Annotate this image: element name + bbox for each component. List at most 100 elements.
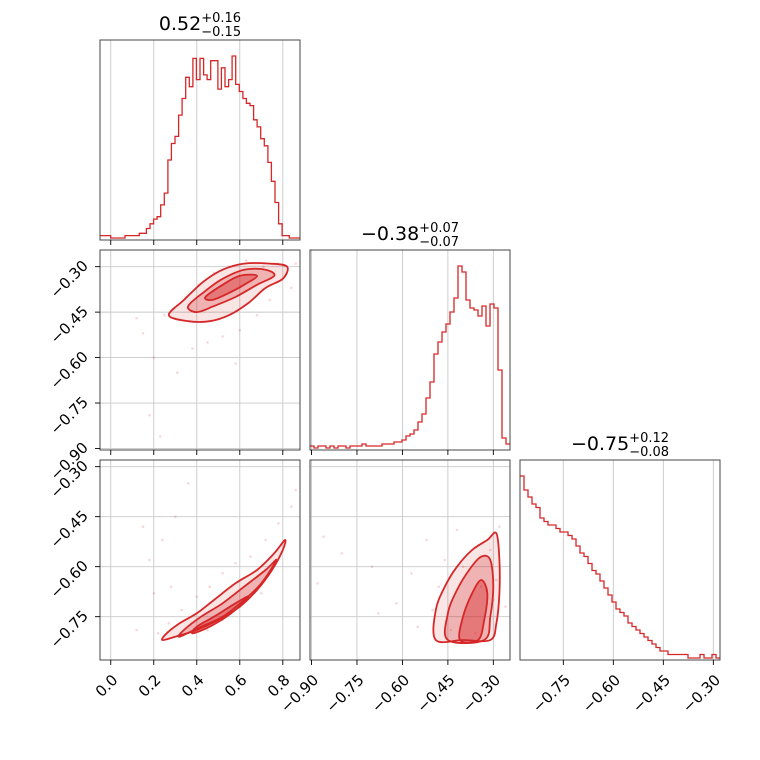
density-contour-2	[177, 558, 278, 638]
histogram-bar	[474, 310, 478, 450]
histogram-bar	[246, 103, 250, 240]
x-tick-label: −0.60	[579, 671, 624, 716]
sample-point	[141, 332, 145, 335]
x-tick-label: 0.4	[178, 671, 208, 701]
sample-point	[208, 585, 211, 588]
x-tick-label: −0.45	[629, 671, 674, 716]
sample-point	[461, 565, 465, 568]
histogram-bar	[676, 655, 680, 661]
sample-point	[206, 341, 209, 344]
title-median: −0.38	[361, 223, 419, 245]
sample-point	[148, 413, 151, 417]
sample-point	[410, 572, 413, 575]
x-tick-label: −0.75	[322, 671, 367, 716]
histogram-bar	[608, 595, 612, 660]
histogram-bar	[390, 444, 394, 450]
x-tick-label: −0.75	[529, 671, 574, 716]
histogram-bar	[243, 99, 247, 240]
panel-title-0: 0.52+0.16 −0.15	[159, 11, 241, 40]
histogram-bar	[680, 655, 684, 661]
histogram-panel-2: −0.75 −0.60 −0.45 −0.30	[519, 459, 724, 716]
histogram-bars	[520, 475, 720, 661]
sample-point	[255, 313, 259, 317]
sample-point	[152, 592, 156, 595]
x-tick-label: 0.0	[92, 671, 122, 701]
histogram-panel-0	[99, 39, 301, 245]
histogram-bar	[438, 342, 442, 450]
histogram-bar	[157, 217, 161, 240]
sample-point	[322, 535, 325, 538]
histogram-bar	[136, 236, 140, 240]
title-lower-error: −0.15	[201, 25, 241, 40]
sample-point	[238, 329, 242, 332]
sample-point	[443, 558, 447, 562]
sample-point	[264, 538, 267, 542]
histogram-bar	[143, 233, 147, 240]
sample-point	[316, 582, 319, 585]
sample-point	[294, 488, 298, 492]
histogram-bar	[544, 522, 548, 661]
histogram-bar	[254, 120, 258, 240]
histogram-bar	[528, 497, 532, 660]
sample-point	[158, 435, 162, 438]
gridlines	[562, 460, 714, 660]
histogram-bars	[100, 55, 300, 240]
sample-point	[495, 578, 498, 582]
sample-point	[221, 572, 224, 575]
x-tick-label: 0.2	[135, 671, 165, 701]
sample-point	[262, 265, 265, 269]
sample-point	[167, 622, 171, 625]
sample-point	[180, 608, 183, 612]
y-tick-label: −0.60	[47, 557, 92, 602]
histogram-bar	[672, 655, 676, 661]
sample-point	[504, 605, 507, 608]
sample-point	[206, 628, 209, 632]
histogram-bar	[186, 77, 190, 240]
histogram-bar	[628, 623, 632, 660]
histogram-bar	[548, 525, 552, 660]
histogram-panel-1	[309, 249, 511, 455]
histogram-bar	[182, 99, 186, 240]
sample-point	[290, 286, 293, 290]
title-upper-error: +0.16	[201, 11, 241, 26]
sample-point	[395, 602, 398, 605]
scatter-panel-2-1: −0.90 −0.75 −0.60 −0.45 −0.30	[277, 459, 511, 716]
histogram-bar	[104, 236, 108, 240]
histogram-bar	[482, 306, 486, 450]
sample-point	[163, 313, 166, 317]
histogram-bar	[532, 504, 536, 660]
histogram-bar	[620, 613, 624, 661]
sample-point	[340, 552, 344, 555]
y-tick-label: −0.75	[47, 393, 92, 438]
panel-title-2: −0.75+0.12 −0.08	[571, 431, 669, 460]
histogram-bar	[211, 61, 215, 240]
sample-point	[141, 525, 145, 528]
sample-point	[498, 525, 501, 528]
histogram-bar	[100, 236, 104, 240]
x-tick-label: −0.60	[368, 671, 413, 716]
histogram-bar	[580, 553, 584, 660]
sample-point	[156, 632, 160, 635]
histogram-bar	[478, 316, 482, 450]
histogram-bar	[576, 546, 580, 660]
histogram-bar	[556, 529, 560, 661]
histogram-bar	[189, 87, 193, 240]
histogram-bar	[221, 68, 225, 240]
sample-point	[148, 558, 151, 562]
panel-frame	[309, 459, 511, 661]
panel-frame	[519, 459, 721, 661]
sample-point	[473, 632, 477, 635]
sample-point	[186, 482, 190, 485]
histogram-bar	[442, 332, 446, 450]
histogram-bar	[564, 532, 568, 660]
histogram-bar	[261, 139, 265, 240]
histogram-bar	[207, 80, 211, 240]
histogram-bar	[204, 75, 208, 240]
panel-frame	[99, 249, 301, 451]
histogram-step-line	[310, 265, 510, 449]
histogram-bar	[132, 236, 136, 240]
title-median: 0.52	[159, 13, 201, 35]
y-tick-label: −0.75	[47, 607, 92, 652]
histogram-bar	[450, 312, 454, 450]
